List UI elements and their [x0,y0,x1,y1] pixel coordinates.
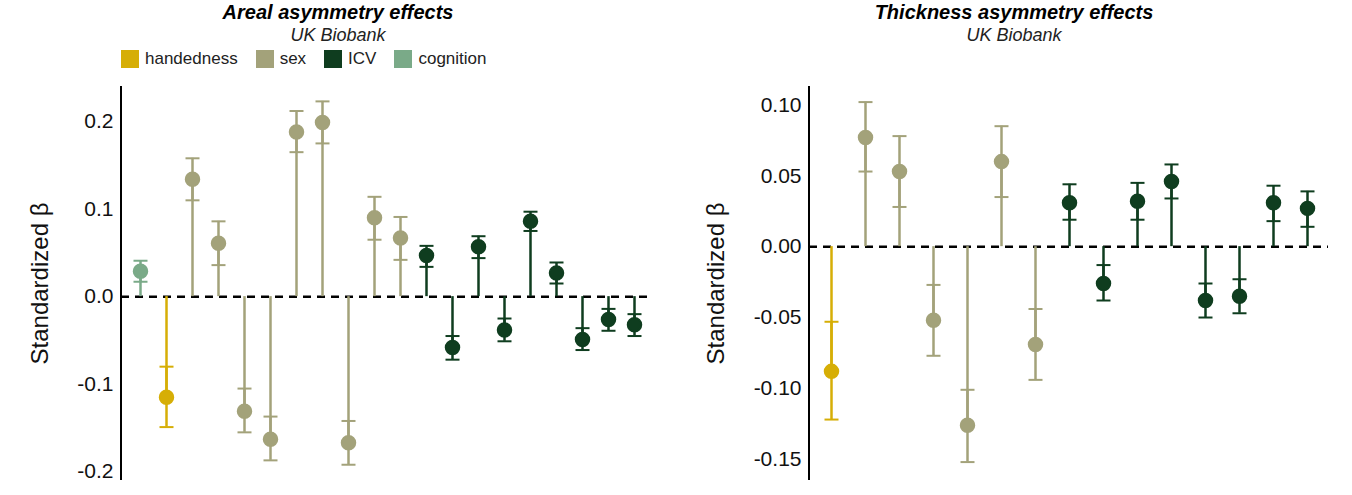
html-text:handedness: handedness [145,49,238,68]
html-text:Areal asymmetry effects: Areal asymmetry effects [222,1,454,23]
svg-text:0.2: 0.2 [84,109,113,132]
svg-text:Standardized β: Standardized β [26,203,53,365]
svg-text:0.00: 0.00 [761,234,802,257]
svg-text:-0.1: -0.1 [77,372,113,395]
svg-text:-0.10: -0.10 [754,376,802,399]
html-text:sex: sex [279,49,307,68]
html-text:cognition: cognition [418,49,487,68]
svg-text:-0.15: -0.15 [754,447,802,470]
svg-text:0.05: 0.05 [761,164,802,187]
svg-text:0.1: 0.1 [84,197,113,220]
html-text:Thickness asymmetry effects: Thickness asymmetry effects [874,1,1154,23]
html-text:UK Biobank: UK Biobank [966,25,1062,45]
svg-text:0.0: 0.0 [84,284,113,307]
svg-text:-0.05: -0.05 [754,305,802,328]
svg-text:0.10: 0.10 [761,93,802,116]
html-text:ICV: ICV [348,49,377,68]
html-text:UK Biobank: UK Biobank [290,25,386,45]
svg-text:Standardized β: Standardized β [702,203,729,365]
svg-text:-0.2: -0.2 [77,459,113,482]
